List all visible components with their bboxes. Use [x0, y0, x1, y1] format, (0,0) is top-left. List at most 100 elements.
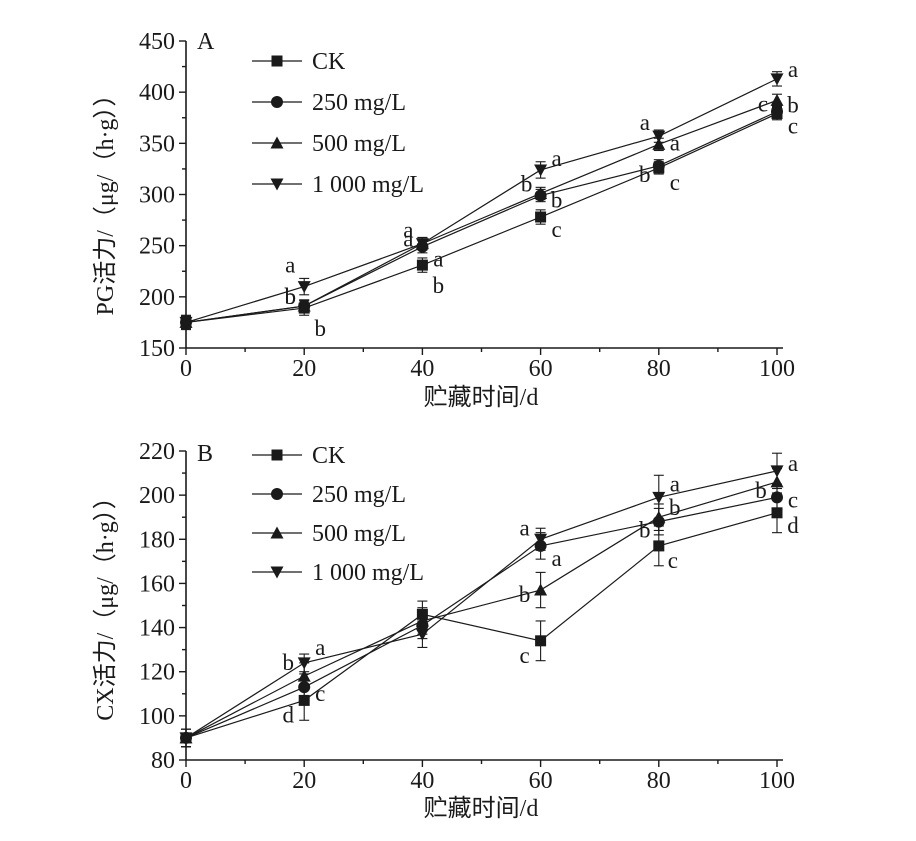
series-line	[185, 470, 778, 739]
x-tick-label: 60	[529, 768, 553, 794]
data-point	[534, 186, 548, 199]
data-point	[179, 316, 193, 329]
x-axis-title-a: 贮藏时间/d	[424, 384, 539, 411]
significance-letter: c	[551, 217, 561, 242]
chart-panel-a: A 贮藏时间/d PG活力/（μg/（h·g）） 150200250300350…	[92, 29, 799, 411]
significance-letter: b	[787, 92, 799, 117]
data-point	[297, 669, 311, 682]
data-point	[415, 628, 429, 641]
panel-label-a: A	[197, 29, 215, 55]
y-axis-title-a: PG活力/（μg/（h·g））	[92, 83, 119, 316]
data-point	[770, 93, 784, 106]
data-point	[770, 465, 784, 478]
data-point	[297, 657, 311, 670]
series-line	[185, 496, 778, 739]
significance-letter: b	[551, 187, 563, 212]
legend-label: 250 mg/L	[312, 482, 406, 508]
significance-letter: b	[519, 582, 531, 607]
significance-letter: b	[755, 478, 767, 503]
significance-letter: a	[551, 146, 561, 171]
x-tick-label: 40	[410, 768, 434, 794]
y-tick-label: 200	[139, 483, 175, 509]
legend-label: CK	[312, 443, 346, 469]
significance-letter: b	[433, 273, 445, 298]
legend-marker	[271, 488, 283, 500]
x-tick-label: 40	[410, 356, 434, 382]
data-point	[771, 507, 783, 519]
significance-letter: c	[315, 681, 325, 706]
chart-panel-b: B 贮藏时间/d CX活力/（μg/（h·g）） 80 100 120 140 160 1…	[92, 439, 799, 822]
x-tick-label: 20	[292, 356, 316, 382]
y-tick-label: 300	[139, 183, 175, 209]
y-tick-label: 160	[139, 571, 175, 597]
y-tick-label: 120	[139, 660, 175, 686]
y-tick-label: 400	[139, 80, 175, 106]
legend-marker	[270, 178, 284, 191]
significance-letter: b	[284, 284, 296, 309]
data-point	[534, 164, 548, 177]
significance-letter: c	[519, 643, 529, 668]
series-line	[185, 512, 778, 739]
significance-letter: b	[284, 284, 296, 309]
y-tick-label: 220	[139, 439, 175, 465]
y-tick-label: 200	[139, 285, 175, 311]
legend-marker	[271, 55, 283, 67]
significance-letter: b	[639, 162, 651, 187]
significance-letter: c	[668, 548, 678, 573]
data-point	[652, 130, 666, 143]
significance-letter: a	[403, 218, 413, 243]
significance-letter: b	[669, 495, 681, 520]
significance-letter: d	[787, 513, 799, 538]
legend-marker	[270, 526, 284, 539]
significance-letter: b	[639, 518, 651, 543]
legend-marker	[270, 136, 284, 149]
significance-letter: c	[788, 114, 798, 139]
legend-label: 500 mg/L	[312, 131, 406, 157]
series-line	[185, 78, 778, 323]
data-point	[535, 211, 547, 223]
significance-letter: a	[403, 227, 413, 252]
significance-letter: a	[285, 253, 295, 278]
significance-letter: b	[282, 650, 294, 675]
y-axis-title-b: CX活力/（μg/（h·g））	[92, 485, 119, 721]
series-line	[185, 113, 778, 324]
panel-label-b: B	[197, 441, 213, 467]
y-tick-label: 140	[139, 616, 175, 642]
y-tick-label: 350	[139, 131, 175, 157]
series-line	[185, 99, 778, 324]
data-point	[771, 491, 783, 504]
y-tick-label: 450	[139, 29, 175, 55]
x-tick-label: 0	[180, 356, 192, 382]
data-point	[770, 73, 784, 86]
x-tick-label: 80	[647, 768, 671, 794]
significance-letter: c	[758, 92, 768, 117]
significance-letter: b	[521, 172, 533, 197]
y-tick-label: 100	[139, 704, 175, 730]
significance-letter: a	[670, 130, 680, 155]
x-tick-label: 100	[759, 768, 795, 794]
significance-letter: a	[788, 451, 798, 476]
legend-label: 1 000 mg/L	[312, 560, 424, 586]
legend-marker	[270, 566, 284, 579]
significance-letter: a	[788, 57, 798, 82]
x-tick-label: 80	[647, 356, 671, 382]
data-point	[653, 540, 665, 552]
significance-letter: b	[314, 316, 326, 341]
series-line	[185, 481, 778, 739]
data-point	[652, 159, 665, 172]
data-point	[297, 281, 311, 294]
legend-marker	[271, 96, 283, 108]
data-point	[179, 732, 193, 745]
significance-letter: a	[670, 471, 680, 496]
x-tick-label: 0	[180, 768, 192, 794]
data-point	[416, 259, 428, 271]
legend-label: 500 mg/L	[312, 521, 406, 547]
legend-label: CK	[312, 49, 346, 75]
significance-letter: a	[519, 515, 529, 540]
y-tick-label: 80	[151, 748, 175, 774]
significance-letter: c	[788, 487, 798, 512]
y-tick-label: 180	[139, 527, 175, 553]
significance-letter: a	[551, 546, 561, 571]
significance-letter: a	[315, 635, 325, 660]
